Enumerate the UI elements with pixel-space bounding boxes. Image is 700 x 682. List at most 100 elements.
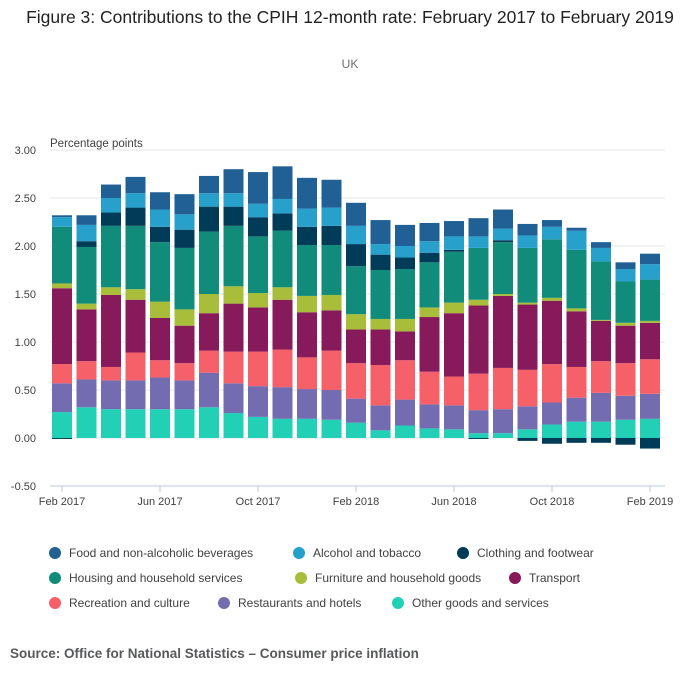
bar-segment (640, 264, 660, 280)
bar-stack (223, 169, 244, 438)
bar-segment (223, 303, 244, 352)
bar-segment (615, 325, 636, 364)
bar-segment (370, 254, 391, 270)
bar-segment (297, 226, 317, 246)
bar-segment (297, 177, 317, 209)
bar-stack (76, 215, 97, 438)
x-tick-label: Feb 2019 (627, 496, 673, 508)
bar-segment (52, 412, 72, 438)
legend-item[interactable]: Other goods and services (392, 596, 549, 610)
bar-segment (248, 172, 268, 204)
bar-segment (444, 249, 464, 252)
bar-segment (419, 252, 440, 263)
bar-segment (517, 247, 538, 303)
bar-segment (468, 305, 489, 374)
bar-segment (297, 312, 317, 358)
bar-segment (321, 179, 342, 208)
bar-segment (52, 288, 72, 365)
legend-item[interactable]: Housing and household services (49, 571, 275, 585)
bar-segment (517, 223, 538, 236)
bar-segment (468, 236, 489, 248)
bar-segment (493, 295, 513, 368)
bar-segment (248, 203, 268, 218)
bar-stack (321, 179, 342, 438)
bar-segment (174, 214, 195, 230)
bar-segment (346, 314, 366, 330)
bar-stack (468, 218, 489, 439)
bar-segment (346, 398, 366, 423)
bar-segment (566, 227, 587, 231)
legend-item[interactable]: Clothing and footwear (457, 546, 594, 560)
legend-row: Recreation and culture Restaurants and ho… (49, 590, 649, 615)
bar-segment (591, 261, 611, 320)
legend-row: Housing and household services Furniture … (49, 565, 649, 590)
bar-segment (223, 193, 244, 207)
bar-segment (223, 206, 244, 226)
bar-stack (615, 262, 636, 445)
bar-segment (101, 184, 121, 198)
bar-stack (419, 222, 440, 438)
bar-segment (101, 294, 121, 367)
bar-segment (150, 360, 170, 378)
y-tick-label: 2.00 (15, 241, 36, 253)
bar-segment (615, 262, 636, 270)
bar-segment (468, 218, 489, 237)
legend-swatch-icon (49, 596, 61, 609)
bar-segment (125, 176, 146, 194)
bar-segment (223, 383, 244, 414)
bar-segment (199, 313, 219, 351)
legend-item[interactable]: Furniture and household goods (295, 571, 489, 585)
bar-segment (419, 317, 440, 372)
bar-segment (346, 363, 366, 399)
bar-segment (542, 226, 562, 240)
bar-segment (76, 303, 97, 310)
bar-segment (272, 166, 293, 199)
bar-stack (248, 172, 268, 438)
bar-segment (52, 215, 72, 218)
bar-segment (370, 220, 391, 245)
bar-segment (150, 409, 170, 438)
legend-item[interactable]: Restaurants and hotels (218, 596, 372, 610)
bar-segment (444, 313, 464, 377)
bar-segment (493, 433, 513, 438)
bar-stack (591, 242, 611, 443)
bar-segment (52, 364, 72, 384)
bar-segment (199, 407, 219, 438)
bar-segment (346, 225, 366, 245)
bar-segment (591, 320, 611, 362)
legend: Food and non-alcoholic beverages Alcohol … (49, 540, 649, 615)
bar-segment (321, 310, 342, 351)
y-tick-label: 1.50 (15, 289, 36, 301)
bar-segment (615, 322, 636, 326)
bar-segment (615, 281, 636, 323)
bar-segment (444, 251, 464, 303)
bar-segment (370, 405, 391, 431)
legend-item[interactable]: Recreation and culture (49, 596, 198, 610)
bar-segment (101, 212, 121, 226)
bar-segment (76, 246, 97, 304)
bar-segment (76, 241, 97, 247)
legend-swatch-icon (457, 546, 469, 559)
y-tick-label: 0.00 (15, 433, 36, 445)
bar-segment (101, 409, 121, 438)
bar-segment (517, 235, 538, 248)
bar-segment (52, 217, 72, 227)
bar-segment (468, 299, 489, 306)
bar-segment (125, 207, 146, 226)
legend-label: Restaurants and hotels (238, 595, 362, 610)
bar-segment (125, 409, 146, 438)
stacked-bar-chart: 3.00 2.50 2.00 1.50 1.00 0.50 0.00 -0.50 Percen… (11, 138, 673, 508)
bar-segment (468, 410, 489, 434)
bar-stack (199, 175, 219, 438)
bar-segment (640, 279, 660, 321)
bar-segment (517, 302, 538, 305)
bar-segment (52, 383, 72, 413)
bar-segment (223, 413, 244, 438)
legend-item[interactable]: Food and non-alcoholic beverages (49, 546, 273, 560)
legend-item[interactable]: Alcohol and tobacco (293, 546, 437, 560)
x-tick-label: Oct 2018 (530, 496, 575, 508)
bar-segment (52, 226, 72, 284)
legend-item[interactable]: Transport (509, 571, 580, 585)
bar-segment (566, 230, 587, 250)
bar-segment (297, 245, 317, 296)
